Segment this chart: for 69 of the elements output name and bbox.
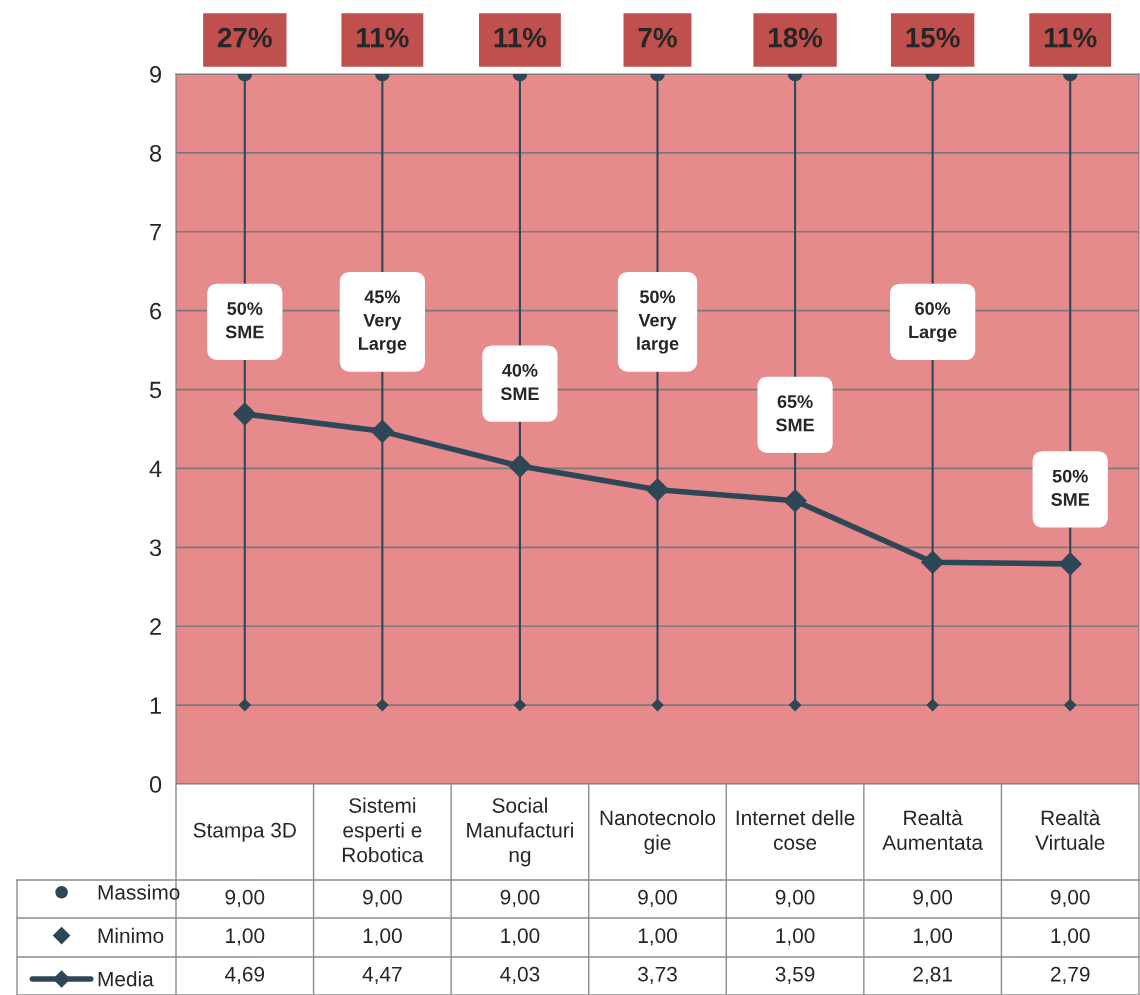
point	[926, 699, 939, 712]
point	[1058, 552, 1082, 576]
point	[921, 550, 945, 574]
data-label: 9,00	[775, 889, 815, 908]
legend-label: Minimo	[98, 927, 164, 944]
point	[651, 699, 664, 712]
x-tick-label: Realtà Aumentata	[882, 809, 984, 850]
x-tick-label: Sistemi esperti e Robotica	[342, 797, 424, 863]
data-label: 9,00	[913, 889, 953, 908]
y-tick-label: 7	[150, 224, 161, 241]
data-label: 9,00	[363, 889, 402, 908]
point	[233, 402, 257, 426]
y-tick-label: 3	[149, 539, 162, 557]
text: 11%	[1044, 27, 1097, 48]
text: 27%	[217, 27, 272, 48]
point	[508, 454, 532, 478]
data-label: 9,00	[1050, 889, 1090, 908]
y-tick-label: 0	[149, 776, 162, 793]
annotation: 40% SME	[500, 363, 539, 401]
data-label: 4,03	[500, 966, 540, 985]
y-tick-label: 6	[150, 302, 162, 320]
point	[788, 699, 802, 712]
data-label: 1,00	[638, 928, 677, 946]
text: 11%	[494, 27, 547, 48]
point	[646, 478, 669, 502]
data-label: 1,00	[776, 928, 815, 946]
annotation: 50% SME	[225, 302, 264, 339]
data-label: 9,00	[638, 889, 677, 908]
y-tick-label: 5	[149, 381, 162, 399]
point	[370, 419, 394, 443]
y-tick-label: 1	[150, 697, 161, 714]
data-label: 1,00	[363, 928, 402, 946]
point	[783, 489, 807, 513]
annotation: 65% SME	[776, 395, 814, 432]
annotation: 50% Very large	[637, 290, 679, 354]
legend-label: Media	[98, 971, 154, 987]
x-tick-label: Nanotecnolo gie	[600, 809, 716, 855]
annotation: 45% Very Large	[358, 290, 407, 354]
text: 11%	[357, 27, 409, 48]
legend-label: Massimo	[98, 884, 180, 900]
data-label: 2,81	[913, 966, 952, 985]
point	[1064, 699, 1077, 712]
data-label: 2,79	[1050, 966, 1090, 985]
y-tick-label: 2	[150, 618, 161, 635]
point	[513, 699, 527, 712]
data-label: 4,69	[224, 966, 265, 985]
annotation: 50% SME	[1051, 469, 1090, 506]
text: 18%	[769, 27, 823, 48]
x-tick-label: Internet delle cose	[736, 809, 855, 850]
x-tick-label: Realtà Virtuale	[1035, 809, 1105, 850]
y-tick-label: 9	[150, 66, 161, 83]
data-label: 1,00	[1051, 928, 1090, 946]
data-label: 9,00	[500, 889, 540, 908]
y-tick-label: 4	[149, 460, 162, 477]
data-label: 4,47	[362, 967, 402, 985]
point	[376, 699, 389, 712]
data-label: 3,59	[775, 966, 815, 985]
text: 7%	[638, 27, 677, 48]
text: 15%	[906, 27, 960, 48]
x-tick-label: Stampa 3D	[193, 822, 296, 842]
data-label: 1,00	[501, 928, 540, 946]
point	[238, 699, 251, 712]
y-tick-label: 8	[150, 144, 162, 162]
data-label: 1,00	[226, 928, 265, 946]
x-tick-label: Social Manufacturi ng	[467, 797, 573, 867]
data-label: 1,00	[913, 928, 953, 946]
data-label: 9,00	[225, 889, 265, 908]
data-label: 3,73	[638, 966, 677, 985]
annotation: 60% Large	[909, 302, 957, 342]
